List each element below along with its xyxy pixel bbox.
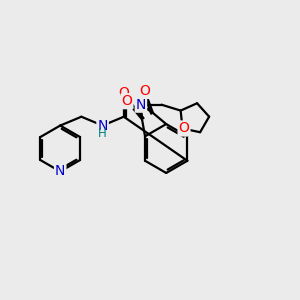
Text: O: O xyxy=(122,94,132,108)
Text: O: O xyxy=(140,84,150,98)
Text: N: N xyxy=(98,118,108,133)
Text: O: O xyxy=(178,122,189,136)
Text: H: H xyxy=(98,127,107,140)
Text: O: O xyxy=(118,86,129,100)
Text: N: N xyxy=(55,164,65,178)
Text: N: N xyxy=(136,98,146,112)
